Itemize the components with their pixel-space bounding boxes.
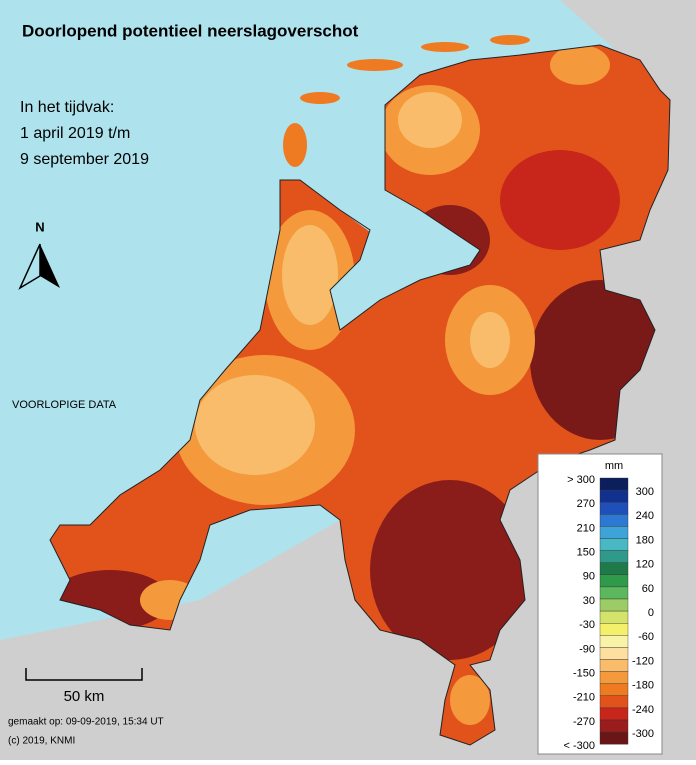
legend-label-left: -30 bbox=[579, 619, 595, 631]
legend-swatch bbox=[599, 719, 629, 733]
legend-swatch bbox=[599, 671, 629, 684]
legend-label-right: 0 bbox=[648, 607, 654, 619]
legend-swatch bbox=[599, 707, 629, 721]
legend-swatch bbox=[599, 489, 629, 503]
legend-label-left: 90 bbox=[583, 571, 595, 583]
legend-swatch bbox=[599, 659, 629, 672]
made-date: gemaakt op: 09-09-2019, 15:34 UT bbox=[8, 717, 164, 728]
field-dry bbox=[500, 150, 620, 250]
period-heading: In het tijdvak: bbox=[20, 99, 114, 116]
legend-swatch bbox=[599, 586, 629, 600]
legend-label-left: -210 bbox=[573, 692, 595, 704]
legend-label-right: 240 bbox=[636, 510, 654, 522]
legend-label-right: -120 bbox=[632, 655, 654, 667]
field-wet bbox=[282, 225, 338, 325]
legend-label-right: 180 bbox=[636, 534, 654, 546]
title: Doorlopend potentieel neerslagoverschot bbox=[22, 21, 359, 40]
legend-swatch bbox=[599, 623, 629, 636]
legend-swatch bbox=[599, 526, 629, 539]
legend-label-right: 300 bbox=[636, 486, 654, 498]
legend-swatch bbox=[599, 562, 629, 576]
legend-swatch bbox=[599, 502, 629, 515]
country-border bbox=[49, 44, 671, 746]
legend-swatch bbox=[599, 514, 629, 527]
legend-label-right: -300 bbox=[632, 728, 654, 740]
field-dry bbox=[370, 480, 530, 660]
legend-swatch bbox=[599, 647, 629, 660]
legend-label-left: -90 bbox=[579, 643, 595, 655]
scale-label: 50 km bbox=[64, 688, 105, 705]
island bbox=[283, 123, 307, 167]
legend-unit: mm bbox=[605, 460, 623, 472]
legend: > 300 270 210 150 90 30 -30 -90 -150 -210 -270 < -3… bbox=[564, 474, 655, 752]
legend-label-right: 60 bbox=[642, 583, 654, 595]
legend-swatch bbox=[599, 550, 629, 563]
field-wet bbox=[195, 375, 315, 475]
legend-label-right: -180 bbox=[632, 680, 654, 692]
field-wet bbox=[550, 45, 610, 85]
legend-swatch bbox=[599, 598, 629, 612]
legend-label-left: -150 bbox=[573, 668, 595, 680]
legend-label-left: 270 bbox=[577, 498, 595, 510]
legend-swatch bbox=[599, 683, 629, 697]
preliminary-note: VOORLOPIGE DATA bbox=[12, 399, 117, 411]
wadden-islands bbox=[283, 35, 530, 167]
legend-label-left: < -300 bbox=[564, 740, 596, 752]
legend-label-left: > 300 bbox=[567, 474, 595, 486]
legend-swatch bbox=[599, 610, 629, 624]
legend-label-left: 30 bbox=[583, 595, 595, 607]
ijsselmeer bbox=[335, 210, 470, 325]
legend-label-left: -270 bbox=[573, 716, 595, 728]
field-wet bbox=[398, 92, 462, 148]
legend-swatch bbox=[599, 635, 629, 648]
north-arrow bbox=[40, 244, 60, 288]
island bbox=[421, 42, 469, 52]
legend-swatch bbox=[599, 477, 629, 491]
legend-label-left: 210 bbox=[577, 522, 595, 534]
island bbox=[347, 59, 403, 71]
copyright: (c) 2019, KNMI bbox=[8, 736, 75, 747]
legend-label-left: 150 bbox=[577, 547, 595, 559]
scale-bar bbox=[25, 668, 143, 681]
field-wet bbox=[450, 675, 490, 725]
island bbox=[300, 92, 340, 104]
period-from: 1 april 2019 t/m bbox=[20, 125, 130, 142]
legend-swatch bbox=[599, 538, 629, 551]
legend-swatch bbox=[599, 695, 629, 709]
field-wet bbox=[470, 312, 510, 368]
legend-label-right: -240 bbox=[632, 704, 654, 716]
legend-label-right: 120 bbox=[636, 559, 654, 571]
north-label: N bbox=[35, 219, 44, 234]
legend-label-right: -60 bbox=[638, 631, 654, 643]
island bbox=[490, 35, 530, 45]
period-to: 9 september 2019 bbox=[20, 151, 149, 168]
legend-swatch bbox=[599, 574, 629, 588]
legend-swatch bbox=[599, 731, 629, 745]
